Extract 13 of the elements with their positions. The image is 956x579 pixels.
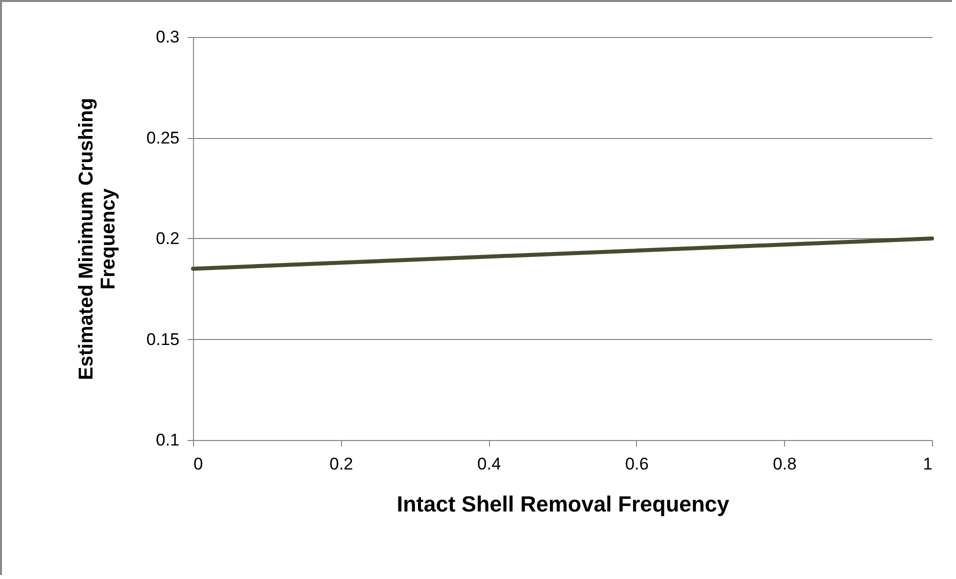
- x-tick-label: 0.2: [329, 454, 354, 474]
- x-tick-label: 0.4: [477, 454, 501, 474]
- x-tick-label: 1: [923, 454, 932, 474]
- x-tick-label: 0.8: [772, 454, 797, 474]
- y-axis-title: Estimated Minimum Crushing Frequency: [75, 98, 120, 380]
- y-tick-label: 0.1: [156, 430, 180, 450]
- y-tick-label: 0.25: [146, 128, 180, 148]
- x-axis-title: Intact Shell Removal Frequency: [396, 492, 730, 516]
- y-tick-label: 0.2: [156, 229, 180, 248]
- x-tick-label: 0.6: [625, 454, 649, 474]
- x-tick-label: 0: [194, 454, 203, 474]
- y-tick-label: 0.15: [146, 330, 180, 349]
- y-tick-label: 0.3: [156, 28, 180, 46]
